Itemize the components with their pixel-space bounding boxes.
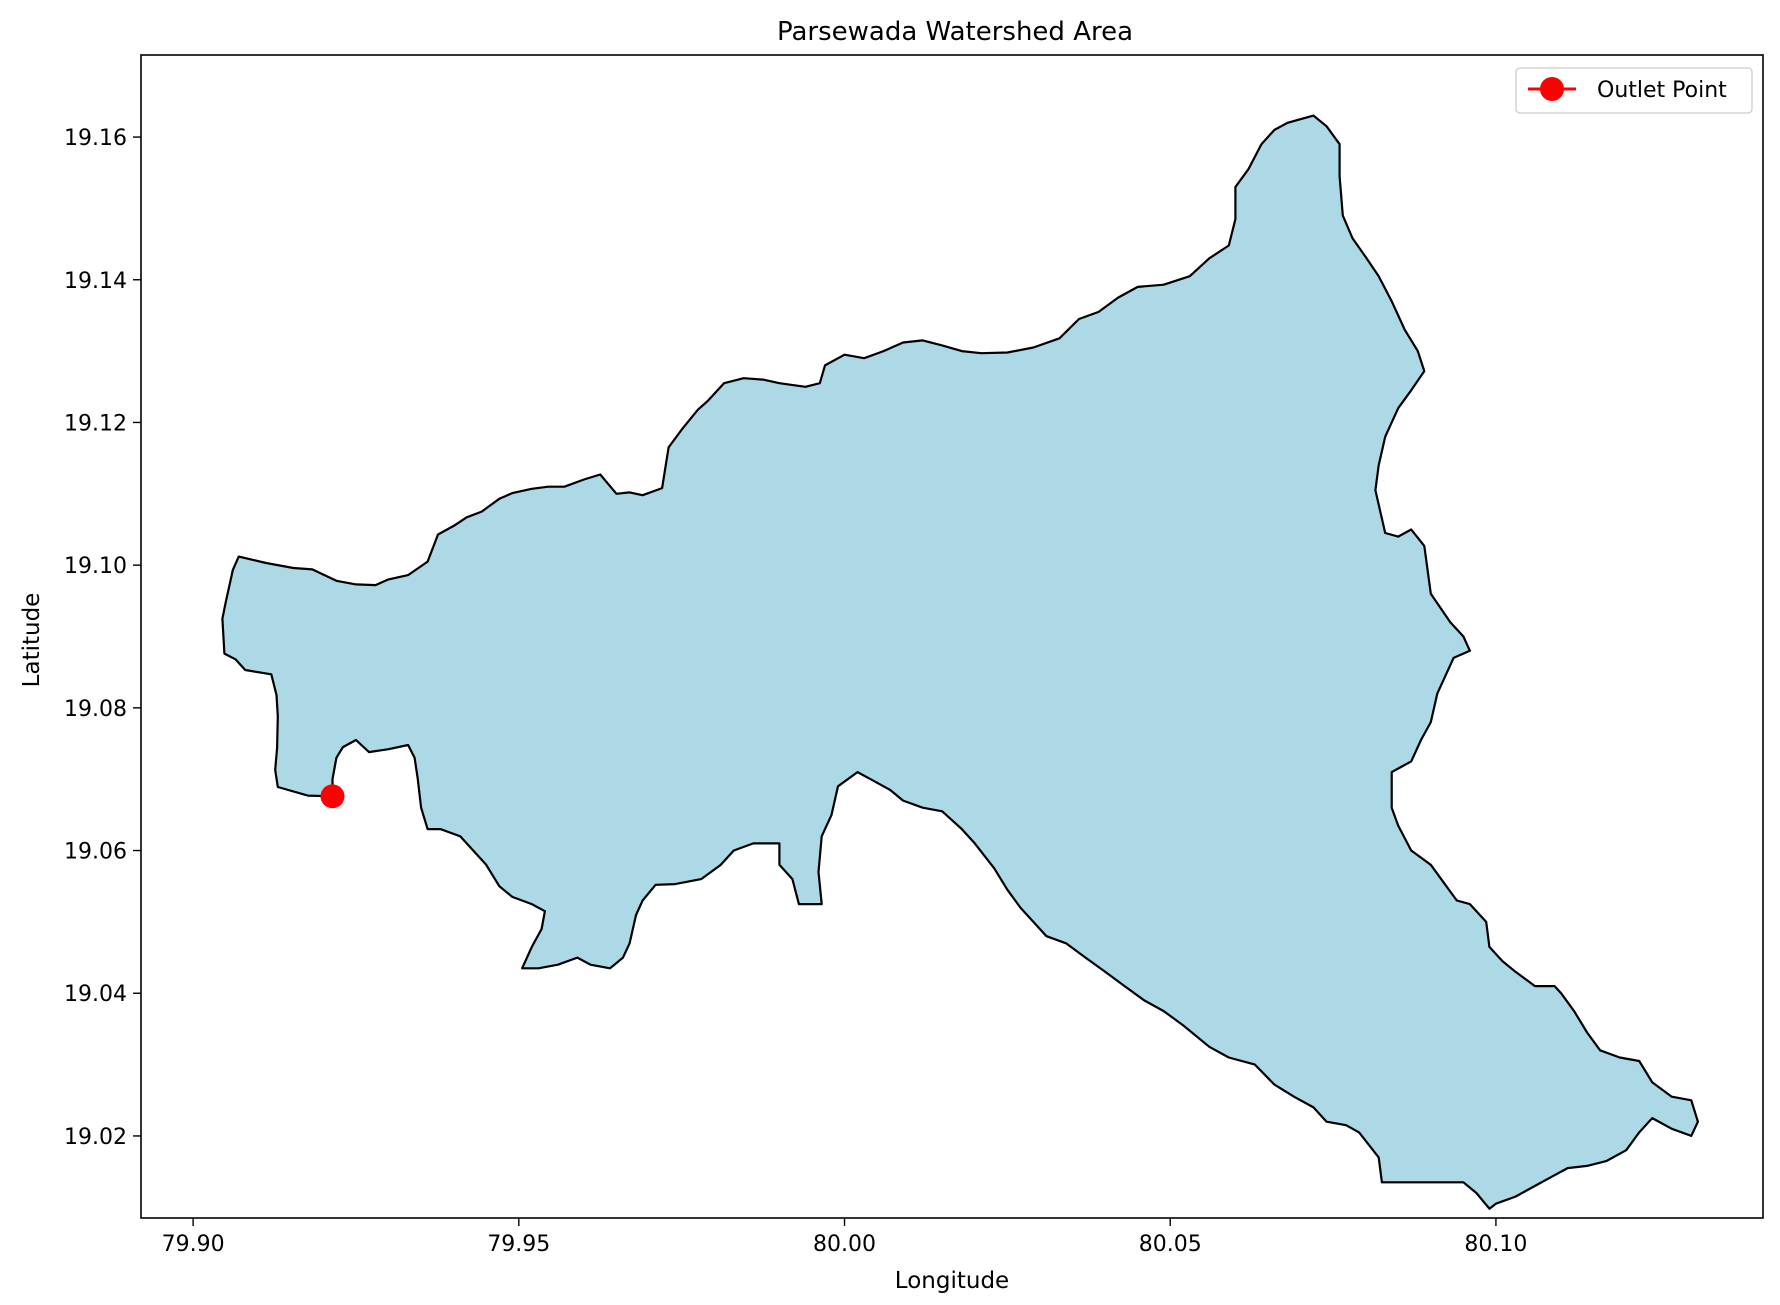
y-tick-label: 19.10 <box>64 554 127 579</box>
y-axis-label: Latitude <box>19 593 45 688</box>
x-tick-label: 79.90 <box>162 1232 225 1257</box>
outlet-point-marker <box>320 784 345 809</box>
chart-title: Parsewada Watershed Area <box>777 17 1133 47</box>
legend: Outlet Point <box>1515 67 1753 114</box>
axes-frame <box>140 54 1764 1219</box>
x-axis-label: Longitude <box>895 1268 1009 1294</box>
y-tick-label: 19.02 <box>64 1125 127 1150</box>
legend-box <box>1515 67 1753 114</box>
y-axis-ticks: 19.02 19.04 19.06 19.08 19.10 19.12 19.14 19.16 <box>64 126 141 1150</box>
x-tick-label: 79.95 <box>487 1232 550 1257</box>
plot-area <box>221 114 1699 1210</box>
x-tick-label: 80.00 <box>813 1232 876 1257</box>
x-tick-label: 80.10 <box>1464 1232 1527 1257</box>
y-tick-label: 19.12 <box>64 411 127 436</box>
y-tick-label: 19.04 <box>64 982 127 1007</box>
legend-marker <box>1540 77 1564 101</box>
y-tick-label: 19.08 <box>64 697 127 722</box>
legend-label-outlet-point: Outlet Point <box>1597 78 1727 103</box>
y-tick-label: 19.14 <box>64 269 127 294</box>
y-tick-label: 19.16 <box>64 126 127 151</box>
watershed-polygon <box>221 114 1699 1210</box>
x-axis-ticks: 79.90 79.95 80.00 80.05 80.10 <box>162 1218 1527 1257</box>
y-tick-label: 19.06 <box>64 840 127 865</box>
x-tick-label: 80.05 <box>1139 1232 1202 1257</box>
